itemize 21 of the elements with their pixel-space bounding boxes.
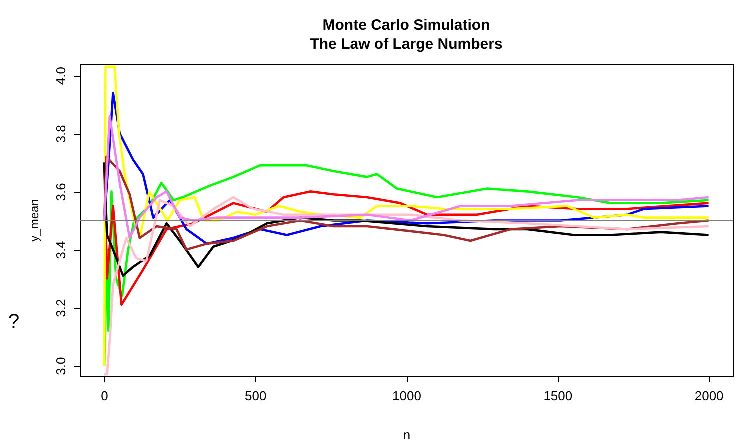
x-tick-label: 0: [101, 388, 108, 404]
y-tick-label: 3.8: [54, 125, 68, 144]
text: ?: [8, 311, 20, 333]
x-tick-label: 1000: [392, 388, 422, 404]
line-series: [103, 156, 710, 251]
chart-subtitle: The Law of Large Numbers: [310, 36, 503, 53]
y-tick-label: 3.2: [54, 299, 68, 318]
y-tick-label: 3.0: [54, 357, 68, 376]
line-series: [103, 66, 710, 367]
x-tick-label: 500: [244, 388, 267, 404]
y-tick-label: 3.4: [54, 241, 68, 260]
y-axis-title: y_mean: [28, 199, 42, 242]
y-tick-label: 4.0: [54, 67, 68, 86]
line-series: [103, 196, 710, 376]
line-series: [103, 115, 710, 240]
x-axis-title: n: [403, 428, 411, 442]
line-series: [103, 162, 710, 278]
x-tick-label: 2000: [694, 388, 724, 404]
y-tick-label: 3.6: [54, 183, 68, 202]
x-tick-label: 1500: [544, 388, 573, 404]
chart-title: Monte Carlo Simulation: [322, 17, 490, 34]
